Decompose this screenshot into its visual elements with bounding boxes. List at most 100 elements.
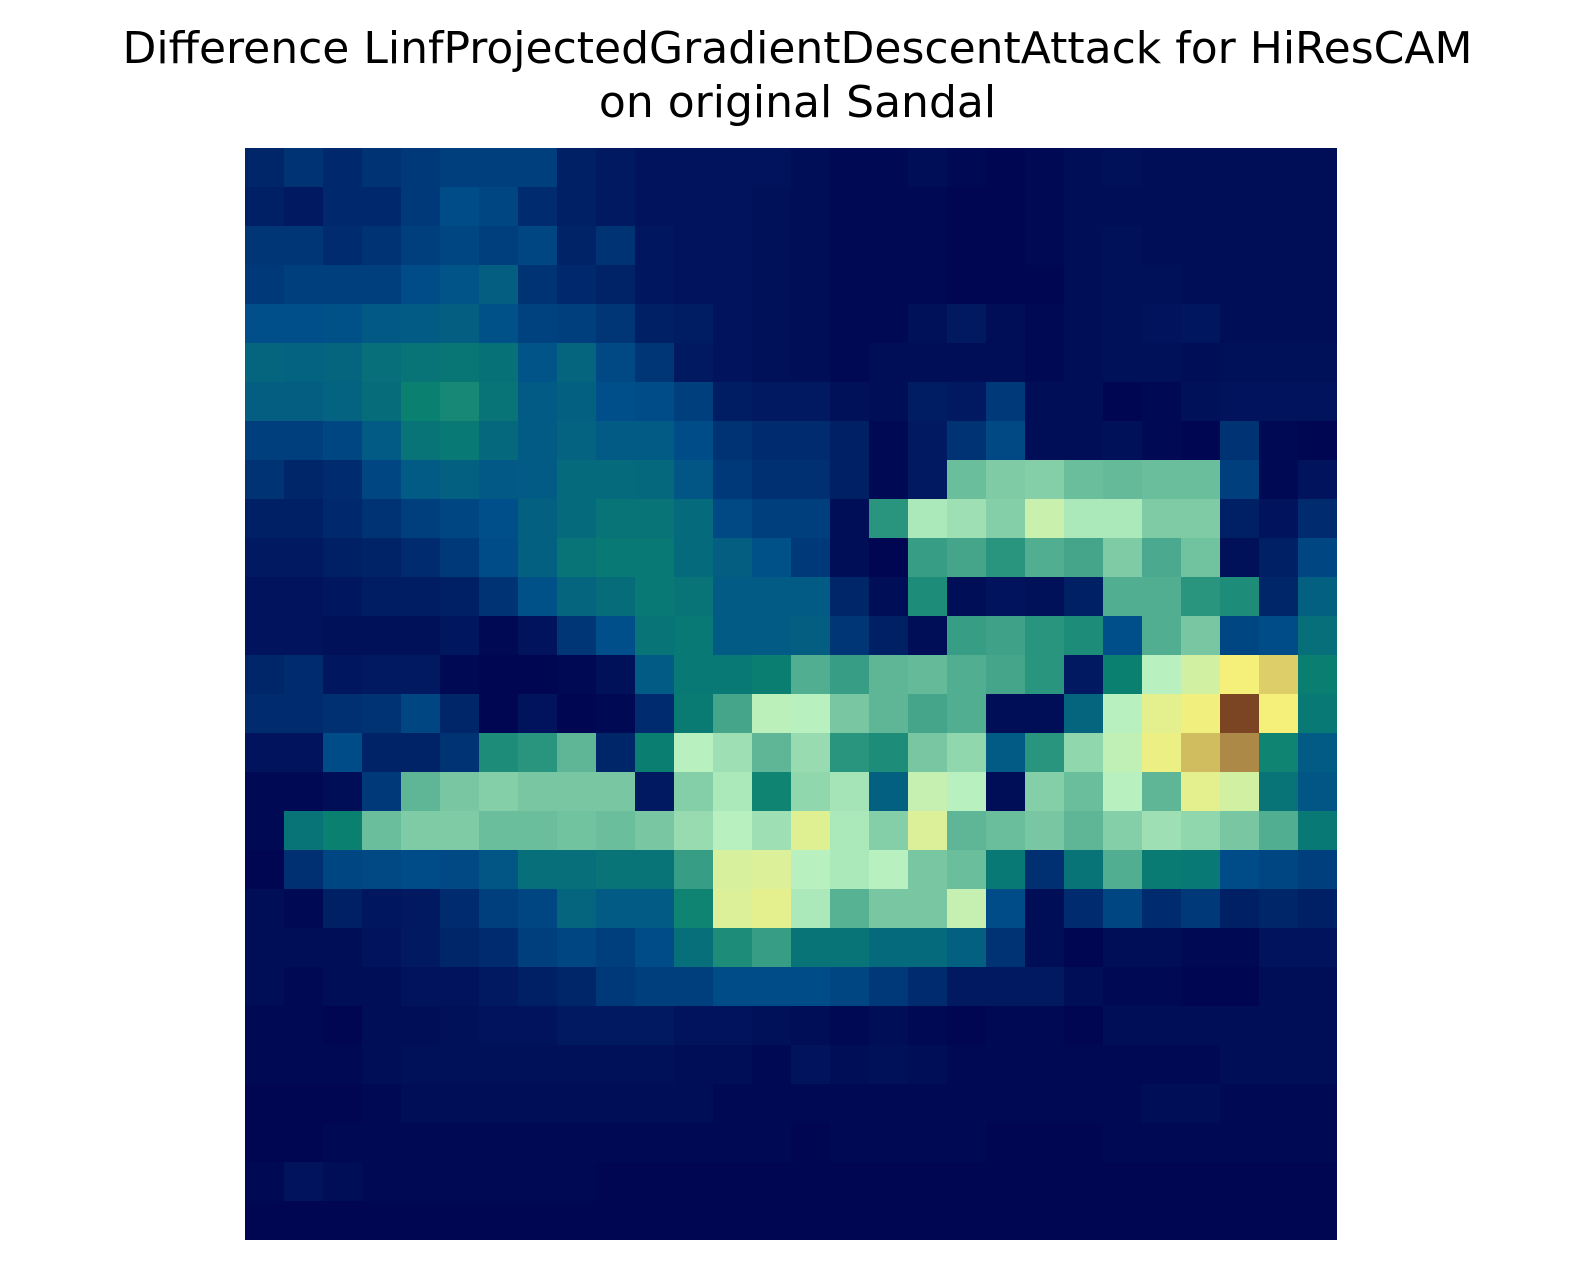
heatmap-cell-r3-c27 bbox=[1298, 265, 1337, 305]
heatmap-cell-r12-c21 bbox=[1064, 616, 1104, 656]
heatmap-cell-r1-c7 bbox=[518, 187, 558, 227]
heatmap-cell-r13-c6 bbox=[479, 655, 519, 695]
heatmap-cell-r1-c16 bbox=[869, 187, 909, 227]
heatmap-cell-r9-c5 bbox=[440, 499, 480, 539]
heatmap-cell-r24-c26 bbox=[1259, 1084, 1299, 1124]
heatmap-cell-r0-c8 bbox=[557, 148, 597, 188]
heatmap-cell-r11-c3 bbox=[362, 577, 402, 617]
heatmap-cell-r25-c3 bbox=[362, 1123, 402, 1163]
heatmap-cell-r8-c27 bbox=[1298, 460, 1337, 500]
heatmap-cell-r8-c6 bbox=[479, 460, 519, 500]
heatmap-cell-r17-c26 bbox=[1259, 811, 1299, 851]
heatmap-cell-r25-c20 bbox=[1025, 1123, 1065, 1163]
heatmap-cell-r20-c10 bbox=[635, 928, 675, 968]
heatmap-cell-r15-c5 bbox=[440, 733, 480, 773]
heatmap-cell-r22-c13 bbox=[752, 1006, 792, 1046]
heatmap-cell-r4-c16 bbox=[869, 304, 909, 344]
heatmap-cell-r12-c12 bbox=[713, 616, 753, 656]
heatmap-cell-r0-c27 bbox=[1298, 148, 1337, 188]
heatmap-cell-r23-c8 bbox=[557, 1045, 597, 1085]
heatmap-cell-r1-c14 bbox=[791, 187, 831, 227]
heatmap-cell-r3-c26 bbox=[1259, 265, 1299, 305]
heatmap-cell-r25-c22 bbox=[1103, 1123, 1143, 1163]
heatmap-cell-r11-c15 bbox=[830, 577, 870, 617]
heatmap-cell-r5-c18 bbox=[947, 343, 987, 383]
heatmap-cell-r26-c3 bbox=[362, 1162, 402, 1202]
heatmap-cell-r20-c2 bbox=[323, 928, 363, 968]
heatmap-cell-r11-c4 bbox=[401, 577, 441, 617]
heatmap-cell-r14-c4 bbox=[401, 694, 441, 734]
heatmap-cell-r11-c6 bbox=[479, 577, 519, 617]
heatmap-cell-r6-c8 bbox=[557, 382, 597, 422]
heatmap-cell-r10-c1 bbox=[284, 538, 324, 578]
heatmap-cell-r25-c19 bbox=[986, 1123, 1026, 1163]
heatmap-cell-r24-c22 bbox=[1103, 1084, 1143, 1124]
heatmap-cell-r15-c7 bbox=[518, 733, 558, 773]
heatmap-cell-r14-c18 bbox=[947, 694, 987, 734]
heatmap-cell-r26-c20 bbox=[1025, 1162, 1065, 1202]
heatmap-cell-r13-c11 bbox=[674, 655, 714, 695]
heatmap-cell-r9-c26 bbox=[1259, 499, 1299, 539]
heatmap-cell-r17-c8 bbox=[557, 811, 597, 851]
heatmap-cell-r9-c18 bbox=[947, 499, 987, 539]
heatmap-cell-r24-c3 bbox=[362, 1084, 402, 1124]
heatmap-cell-r26-c11 bbox=[674, 1162, 714, 1202]
heatmap-cell-r3-c20 bbox=[1025, 265, 1065, 305]
heatmap-cell-r8-c1 bbox=[284, 460, 324, 500]
heatmap-cell-r2-c22 bbox=[1103, 226, 1143, 266]
heatmap-cell-r10-c23 bbox=[1142, 538, 1182, 578]
heatmap-cell-r19-c14 bbox=[791, 889, 831, 929]
heatmap-cell-r13-c22 bbox=[1103, 655, 1143, 695]
heatmap-cell-r26-c25 bbox=[1220, 1162, 1260, 1202]
heatmap-cell-r11-c9 bbox=[596, 577, 636, 617]
heatmap-cell-r12-c19 bbox=[986, 616, 1026, 656]
heatmap-cell-r11-c27 bbox=[1298, 577, 1337, 617]
heatmap-cell-r3-c8 bbox=[557, 265, 597, 305]
heatmap-cell-r5-c6 bbox=[479, 343, 519, 383]
heatmap-cell-r24-c24 bbox=[1181, 1084, 1221, 1124]
heatmap-cell-r12-c27 bbox=[1298, 616, 1337, 656]
heatmap-cell-r24-c12 bbox=[713, 1084, 753, 1124]
heatmap-cell-r4-c1 bbox=[284, 304, 324, 344]
heatmap-cell-r14-c25 bbox=[1220, 694, 1260, 734]
heatmap-cell-r8-c4 bbox=[401, 460, 441, 500]
heatmap-cell-r15-c2 bbox=[323, 733, 363, 773]
heatmap-cell-r8-c14 bbox=[791, 460, 831, 500]
heatmap-cell-r12-c20 bbox=[1025, 616, 1065, 656]
heatmap-cell-r19-c13 bbox=[752, 889, 792, 929]
heatmap-cell-r3-c24 bbox=[1181, 265, 1221, 305]
heatmap-cell-r23-c27 bbox=[1298, 1045, 1337, 1085]
heatmap-cell-r10-c22 bbox=[1103, 538, 1143, 578]
heatmap-cell-r14-c22 bbox=[1103, 694, 1143, 734]
heatmap-cell-r15-c11 bbox=[674, 733, 714, 773]
heatmap-cell-r5-c9 bbox=[596, 343, 636, 383]
heatmap-cell-r23-c1 bbox=[284, 1045, 324, 1085]
heatmap-cell-r14-c13 bbox=[752, 694, 792, 734]
heatmap-cell-r9-c23 bbox=[1142, 499, 1182, 539]
heatmap-cell-r19-c27 bbox=[1298, 889, 1337, 929]
heatmap-cell-r7-c18 bbox=[947, 421, 987, 461]
heatmap-cell-r24-c25 bbox=[1220, 1084, 1260, 1124]
heatmap-cell-r10-c9 bbox=[596, 538, 636, 578]
heatmap-cell-r10-c3 bbox=[362, 538, 402, 578]
heatmap-cell-r3-c19 bbox=[986, 265, 1026, 305]
heatmap-cell-r1-c2 bbox=[323, 187, 363, 227]
heatmap-cell-r22-c23 bbox=[1142, 1006, 1182, 1046]
heatmap-cell-r15-c20 bbox=[1025, 733, 1065, 773]
heatmap-cell-r5-c10 bbox=[635, 343, 675, 383]
heatmap-cell-r9-c3 bbox=[362, 499, 402, 539]
heatmap-cell-r18-c11 bbox=[674, 850, 714, 890]
heatmap-cell-r11-c5 bbox=[440, 577, 480, 617]
heatmap-cell-r22-c1 bbox=[284, 1006, 324, 1046]
heatmap-cell-r5-c4 bbox=[401, 343, 441, 383]
heatmap-cell-r25-c18 bbox=[947, 1123, 987, 1163]
heatmap-cell-r16-c12 bbox=[713, 772, 753, 812]
heatmap-cell-r7-c6 bbox=[479, 421, 519, 461]
heatmap-cell-r0-c20 bbox=[1025, 148, 1065, 188]
heatmap-plot bbox=[245, 148, 1337, 1240]
heatmap-cell-r15-c13 bbox=[752, 733, 792, 773]
heatmap-cell-r4-c11 bbox=[674, 304, 714, 344]
heatmap-cell-r17-c9 bbox=[596, 811, 636, 851]
heatmap-cell-r19-c10 bbox=[635, 889, 675, 929]
heatmap-cell-r21-c9 bbox=[596, 967, 636, 1007]
